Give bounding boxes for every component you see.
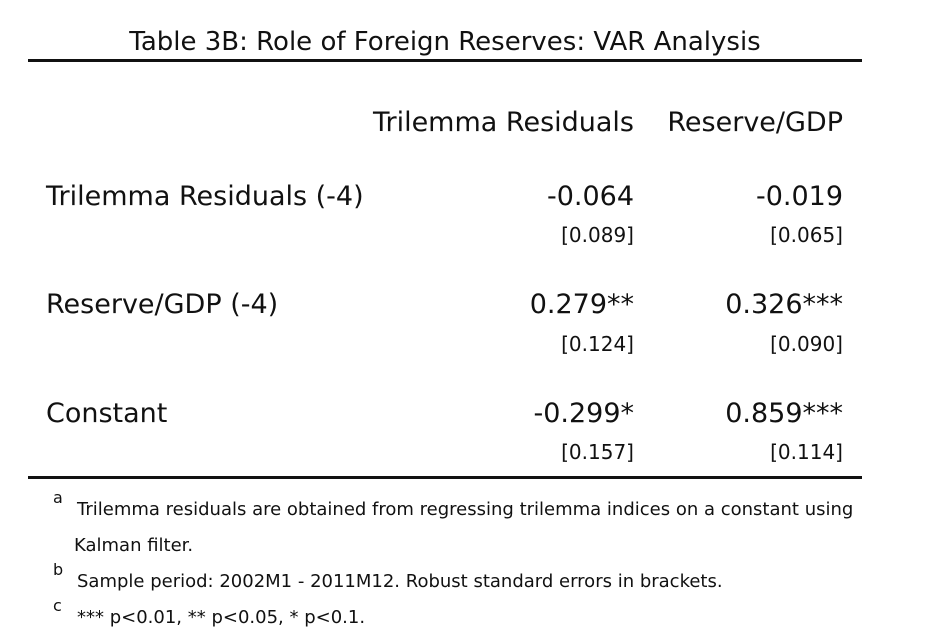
footnote-a-text: Trilemma residuals are obtained from reg…: [77, 499, 854, 520]
coef-trilemma-lag-col1: -0.064: [546, 181, 634, 212]
footnote-c-text: *** p<0.01, ** p<0.05, * p<0.1.: [77, 607, 366, 628]
footnote-a: a Trilemma residuals are obtained from re…: [50, 488, 854, 522]
footnote-mark-a: a: [53, 488, 63, 507]
coef-trilemma-lag-col2: -0.019: [755, 181, 843, 212]
se-constant-col1: [0.157]: [561, 440, 634, 464]
footnote-mark-c: c: [53, 596, 62, 615]
se-constant-col2: [0.114]: [770, 440, 843, 464]
row-label-trilemma-residuals-lag: Trilemma Residuals (-4): [46, 181, 364, 212]
table-title: Table 3B: Role of Foreign Reserves: VAR …: [129, 27, 761, 57]
column-header-reserve-gdp: Reserve/GDP: [667, 107, 843, 138]
footnote-c: c *** p<0.01, ** p<0.05, * p<0.1.: [50, 596, 366, 630]
footnote-b: b Sample period: 2002M1 - 2011M12. Robust…: [50, 560, 723, 594]
coef-constant-col1: -0.299*: [533, 398, 634, 429]
coef-reserve-lag-col1: 0.279**: [529, 289, 634, 320]
se-trilemma-lag-col1: [0.089]: [561, 223, 634, 247]
column-header-trilemma-residuals: Trilemma Residuals: [372, 107, 634, 138]
se-reserve-lag-col1: [0.124]: [561, 332, 634, 356]
footnote-b-text: Sample period: 2002M1 - 2011M12. Robust …: [77, 571, 723, 592]
row-label-reserve-gdp-lag: Reserve/GDP (-4): [46, 289, 279, 320]
top-rule: [28, 59, 862, 62]
row-label-constant: Constant: [46, 398, 168, 429]
footnote-a-continuation: Kalman filter.: [74, 535, 194, 556]
coef-constant-col2: 0.859***: [725, 398, 843, 429]
se-reserve-lag-col2: [0.090]: [770, 332, 843, 356]
coef-reserve-lag-col2: 0.326***: [725, 289, 843, 320]
footnote-mark-b: b: [53, 560, 64, 579]
se-trilemma-lag-col2: [0.065]: [770, 223, 843, 247]
bottom-rule: [28, 476, 862, 479]
